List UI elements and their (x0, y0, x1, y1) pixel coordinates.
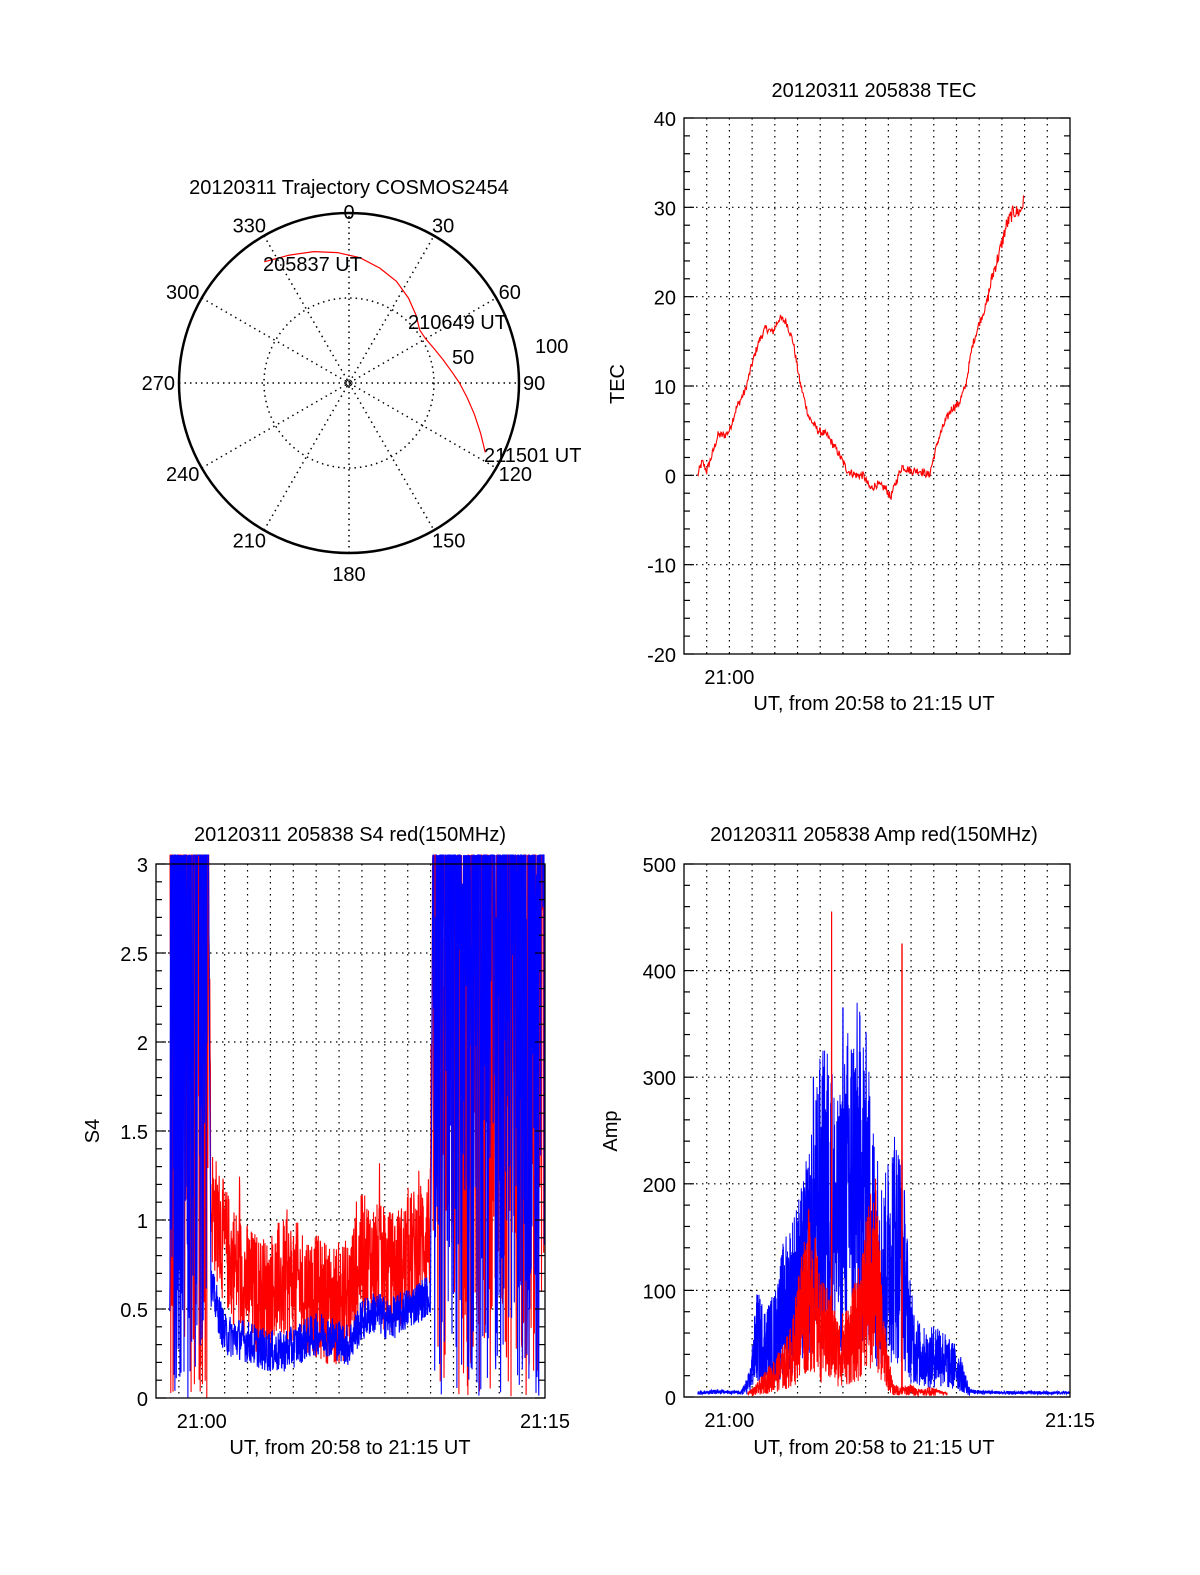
amp-ylabel: Amp (600, 1110, 622, 1151)
polar-inner-circle (263, 297, 435, 469)
tec-xtick-label: 21:00 (704, 667, 754, 689)
amp-xtick-label: 21:15 (1045, 1410, 1095, 1432)
amp-ytick-label: 400 (643, 962, 676, 984)
polar-annotation-start: 205837 UT (263, 254, 362, 276)
s4-series-blue (169, 854, 545, 1398)
tec-ylabel: TEC (607, 364, 629, 404)
amp-series-red (747, 911, 948, 1397)
amp-axes: 0 100 200 300 400 500 21:00 21:15 (643, 855, 1095, 1432)
polar-azimuth-label-180: 180 (332, 564, 365, 586)
polar-azimuth-label-60: 60 (499, 282, 521, 304)
tec-xlabel: UT, from 20:58 to 21:15 UT (753, 693, 994, 715)
polar-azimuth-label-30: 30 (432, 215, 454, 237)
tec-series (697, 195, 1025, 500)
amp-chart: 20120311 205838 Amp red(150MHz) 0 100 200 3… (600, 824, 1095, 1459)
s4-ytick-label: 1.5 (120, 1122, 148, 1144)
amp-title: 20120311 205838 Amp red(150MHz) (710, 824, 1038, 846)
tec-axes: -20 -10 0 10 20 30 40 21:00 (647, 109, 1071, 689)
tec-ytick-label: 40 (654, 109, 676, 131)
tec-ytick-label: -10 (647, 556, 676, 578)
amp-ytick-label: 200 (643, 1175, 676, 1197)
tec-ytick-label: 30 (654, 198, 676, 220)
polar-azimuth-label-300: 300 (166, 282, 199, 304)
tec-series-line (697, 195, 1025, 500)
s4-ytick-label: 1 (137, 1211, 148, 1233)
s4-ytick-label: 0 (137, 1389, 148, 1411)
s4-title: 20120311 205838 S4 red(150MHz) (194, 824, 506, 846)
polar-trajectory-chart: 20120311 Trajectory COSMOS2454 0 30 60 90 12… (142, 177, 582, 586)
polar-azimuth-label-270: 270 (142, 373, 175, 395)
tec-title: 20120311 205838 TEC (772, 80, 977, 102)
polar-azimuth-label-0: 0 (343, 202, 354, 224)
amp-frame (683, 863, 1071, 1398)
polar-title: 20120311 Trajectory COSMOS2454 (189, 177, 509, 199)
amp-ytick-label: 100 (643, 1281, 676, 1303)
s4-ylabel: S4 (82, 1119, 104, 1143)
polar-azimuth-label-240: 240 (166, 464, 199, 486)
polar-azimuth-labels: 0 30 60 90 120 150 180 210 240 270 300 330 (142, 202, 546, 586)
polar-azimuth-label-90: 90 (523, 373, 545, 395)
polar-annotation-mid: 210649 UT (408, 312, 507, 334)
polar-track-line (264, 250, 486, 453)
polar-radial-label-100: 100 (535, 336, 568, 358)
s4-ytick-label: 3 (137, 855, 148, 877)
s4-ytick-label: 2 (137, 1033, 148, 1055)
s4-axes: 0 0.5 1 1.5 2 2.5 3 21:00 21:15 (120, 855, 570, 1433)
amp-ytick-label: 500 (643, 855, 676, 877)
polar-radial-label-50: 50 (452, 347, 474, 369)
amp-xlabel: UT, from 20:58 to 21:15 UT (753, 1437, 994, 1459)
polar-azimuth-label-120: 120 (499, 464, 532, 486)
polar-center-mark (345, 379, 353, 387)
tec-ytick-label: 20 (654, 288, 676, 310)
amp-series (697, 911, 1071, 1397)
polar-azimuth-label-330: 330 (233, 215, 266, 237)
tec-ytick-label: 0 (665, 466, 676, 488)
s4-ytick-label: 0.5 (120, 1300, 148, 1322)
tec-grid (684, 118, 1070, 654)
polar-azimuth-label-210: 210 (233, 531, 266, 553)
s4-chart: 20120311 205838 S4 red(150MHz) 0 0.5 1 1.5 2… (82, 824, 570, 1459)
polar-azimuth-label-150: 150 (432, 531, 465, 553)
s4-xlabel: UT, from 20:58 to 21:15 UT (229, 1437, 470, 1459)
polar-annotation-end: 211501 UT (484, 445, 581, 467)
tec-ytick-label: 10 (654, 377, 676, 399)
tec-chart: 20120311 205838 TEC -20 -10 0 10 20 30 40 21:00… (607, 80, 1071, 715)
s4-xtick-label: 21:15 (520, 1411, 570, 1433)
s4-xtick-label: 21:00 (177, 1411, 227, 1433)
polar-grid (177, 211, 521, 555)
amp-xtick-label: 21:00 (704, 1410, 754, 1432)
tec-ytick-label: -20 (647, 645, 676, 667)
s4-ytick-label: 2.5 (120, 944, 148, 966)
amp-ytick-label: 0 (665, 1388, 676, 1410)
amp-ytick-label: 300 (643, 1068, 676, 1090)
s4-series (169, 854, 545, 1398)
